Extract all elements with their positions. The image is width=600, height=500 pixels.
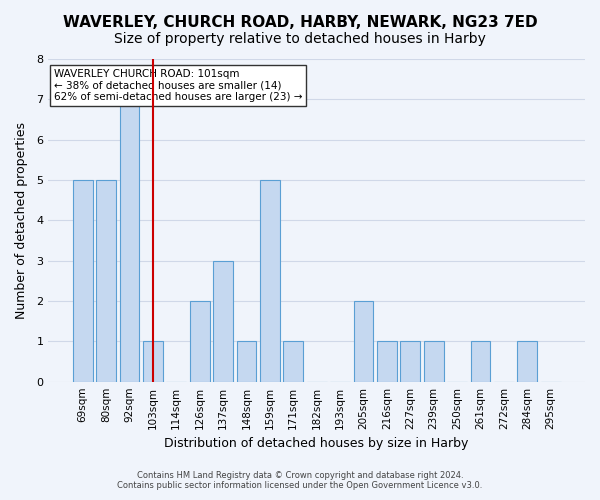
Bar — [377, 342, 397, 382]
Bar — [190, 301, 209, 382]
Bar — [213, 260, 233, 382]
Text: Contains HM Land Registry data © Crown copyright and database right 2024.
Contai: Contains HM Land Registry data © Crown c… — [118, 470, 482, 490]
Bar — [424, 342, 443, 382]
Bar — [353, 301, 373, 382]
Bar — [260, 180, 280, 382]
Bar — [143, 342, 163, 382]
Y-axis label: Number of detached properties: Number of detached properties — [15, 122, 28, 319]
Bar — [470, 342, 490, 382]
Text: WAVERLEY CHURCH ROAD: 101sqm
← 38% of detached houses are smaller (14)
62% of se: WAVERLEY CHURCH ROAD: 101sqm ← 38% of de… — [53, 68, 302, 102]
Bar — [283, 342, 303, 382]
Text: Size of property relative to detached houses in Harby: Size of property relative to detached ho… — [114, 32, 486, 46]
Bar — [236, 342, 256, 382]
Bar — [517, 342, 537, 382]
Text: WAVERLEY, CHURCH ROAD, HARBY, NEWARK, NG23 7ED: WAVERLEY, CHURCH ROAD, HARBY, NEWARK, NG… — [62, 15, 538, 30]
Bar — [73, 180, 92, 382]
Bar — [119, 100, 139, 382]
Bar — [96, 180, 116, 382]
X-axis label: Distribution of detached houses by size in Harby: Distribution of detached houses by size … — [164, 437, 469, 450]
Bar — [400, 342, 420, 382]
